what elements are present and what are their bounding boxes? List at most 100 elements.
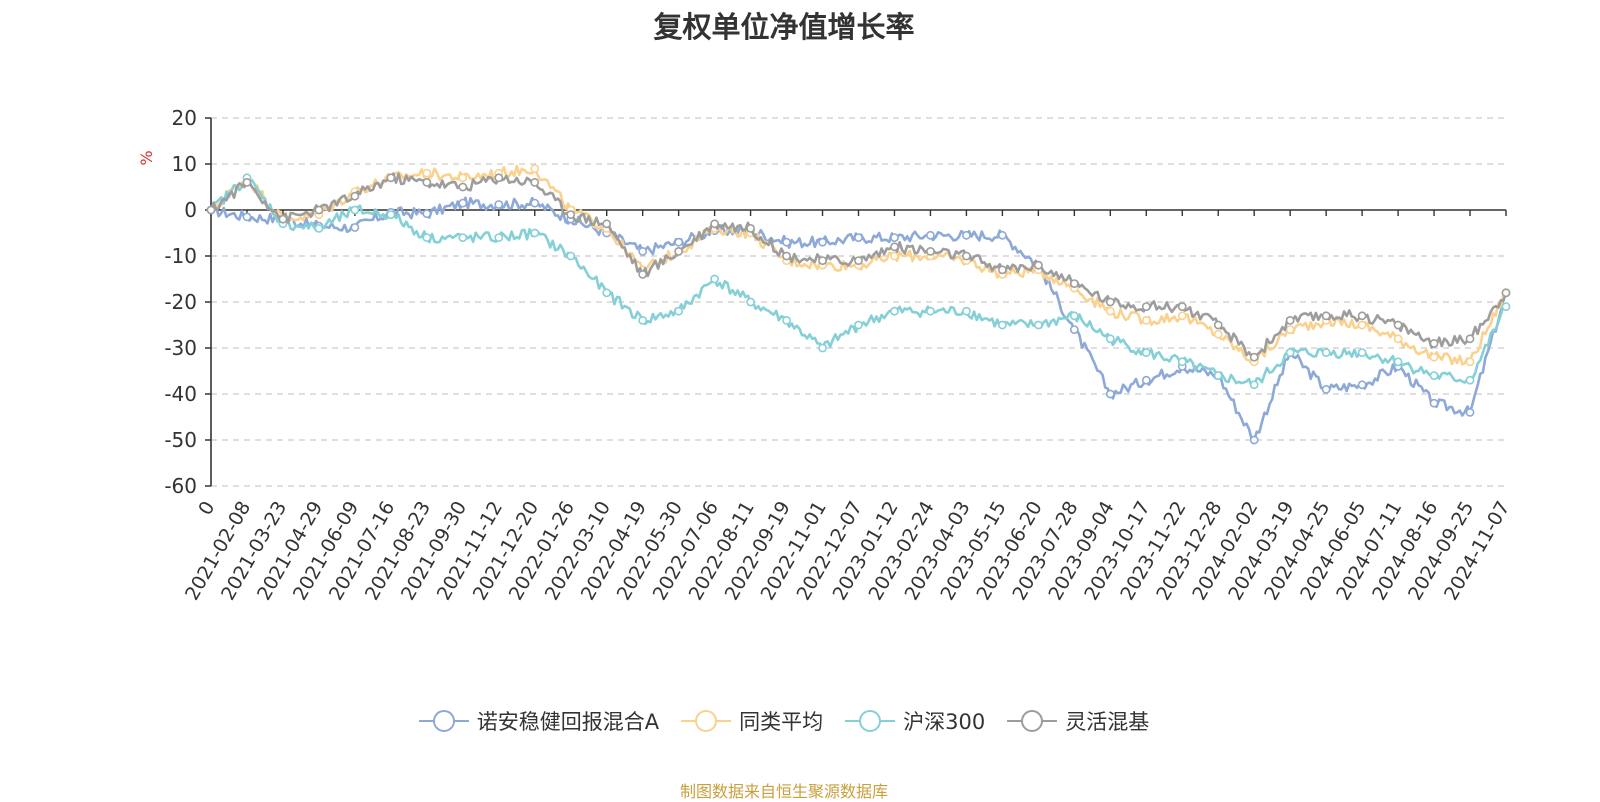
- data-point[interactable]: [890, 233, 899, 242]
- data-point[interactable]: [1465, 357, 1475, 367]
- data-point[interactable]: [494, 200, 504, 209]
- data-point[interactable]: [206, 205, 216, 215]
- data-point[interactable]: [890, 306, 899, 316]
- data-point[interactable]: [997, 265, 1007, 275]
- data-point[interactable]: [1465, 407, 1475, 417]
- data-point[interactable]: [890, 242, 899, 252]
- data-point[interactable]: [890, 251, 899, 261]
- data-point[interactable]: [926, 306, 935, 316]
- data-point[interactable]: [1177, 357, 1187, 367]
- data-point[interactable]: [782, 315, 791, 325]
- data-point[interactable]: [782, 251, 791, 261]
- data-point[interactable]: [1285, 325, 1295, 334]
- data-point[interactable]: [1141, 348, 1151, 357]
- data-point[interactable]: [746, 297, 755, 307]
- data-point[interactable]: [674, 237, 684, 247]
- data-point[interactable]: [1069, 279, 1079, 288]
- data-point[interactable]: [1285, 348, 1295, 357]
- data-point[interactable]: [782, 237, 791, 247]
- data-point[interactable]: [1249, 380, 1259, 390]
- data-point[interactable]: [1393, 320, 1403, 330]
- data-point[interactable]: [494, 173, 504, 183]
- data-point[interactable]: [746, 223, 755, 233]
- data-point[interactable]: [674, 246, 684, 256]
- data-point[interactable]: [638, 315, 648, 325]
- legend-item[interactable]: 灵活混基: [1007, 706, 1149, 736]
- data-point[interactable]: [926, 230, 935, 240]
- data-point[interactable]: [422, 233, 432, 242]
- data-point[interactable]: [1069, 325, 1079, 334]
- data-point[interactable]: [1141, 315, 1151, 325]
- data-point[interactable]: [1393, 357, 1403, 367]
- data-point[interactable]: [458, 182, 468, 192]
- data-point[interactable]: [854, 233, 863, 242]
- data-point[interactable]: [1429, 338, 1439, 348]
- data-point[interactable]: [1249, 352, 1259, 362]
- data-point[interactable]: [962, 251, 971, 261]
- data-point[interactable]: [818, 343, 827, 353]
- data-point[interactable]: [1213, 329, 1223, 339]
- data-point[interactable]: [1249, 435, 1259, 445]
- data-point[interactable]: [530, 198, 540, 208]
- data-point[interactable]: [1141, 302, 1151, 311]
- data-point[interactable]: [242, 212, 252, 222]
- data-point[interactable]: [674, 306, 684, 316]
- data-point[interactable]: [818, 237, 827, 247]
- data-point[interactable]: [1357, 348, 1367, 357]
- data-point[interactable]: [422, 168, 432, 178]
- data-point[interactable]: [962, 306, 971, 316]
- data-point[interactable]: [638, 269, 648, 279]
- data-point[interactable]: [602, 288, 612, 298]
- data-point[interactable]: [1213, 320, 1223, 330]
- data-point[interactable]: [1321, 311, 1331, 321]
- data-point[interactable]: [386, 173, 396, 183]
- data-point[interactable]: [602, 219, 612, 229]
- data-point[interactable]: [997, 230, 1007, 240]
- data-point[interactable]: [350, 205, 360, 215]
- data-point[interactable]: [1501, 288, 1511, 298]
- data-point[interactable]: [1393, 334, 1403, 344]
- data-point[interactable]: [1069, 311, 1079, 321]
- data-point[interactable]: [458, 233, 468, 242]
- data-point[interactable]: [1285, 315, 1295, 325]
- data-point[interactable]: [710, 219, 720, 229]
- data-point[interactable]: [854, 320, 863, 330]
- data-point[interactable]: [1465, 334, 1475, 344]
- legend-item[interactable]: 诺安稳健回报混合A: [418, 706, 659, 736]
- data-point[interactable]: [1177, 302, 1187, 311]
- data-point[interactable]: [1357, 311, 1367, 321]
- data-point[interactable]: [854, 256, 863, 265]
- data-point[interactable]: [926, 246, 935, 256]
- data-point[interactable]: [1357, 380, 1367, 390]
- data-point[interactable]: [1105, 306, 1115, 316]
- data-point[interactable]: [386, 210, 396, 219]
- data-point[interactable]: [1033, 260, 1043, 270]
- legend-item[interactable]: 沪深300: [845, 706, 985, 736]
- legend-item[interactable]: 同类平均: [681, 706, 823, 736]
- data-point[interactable]: [1141, 375, 1151, 385]
- data-point[interactable]: [422, 209, 432, 219]
- data-point[interactable]: [458, 198, 468, 208]
- data-point[interactable]: [1429, 398, 1439, 408]
- data-point[interactable]: [314, 223, 324, 233]
- data-point[interactable]: [566, 251, 576, 261]
- data-point[interactable]: [1321, 348, 1331, 357]
- data-point[interactable]: [350, 223, 360, 232]
- data-point[interactable]: [566, 210, 576, 219]
- data-point[interactable]: [494, 233, 504, 242]
- data-point[interactable]: [350, 191, 360, 201]
- data-point[interactable]: [242, 177, 252, 187]
- data-point[interactable]: [1033, 320, 1043, 330]
- data-point[interactable]: [638, 246, 648, 256]
- data-point[interactable]: [1429, 371, 1439, 380]
- data-point[interactable]: [530, 228, 540, 238]
- data-point[interactable]: [1429, 352, 1439, 362]
- data-point[interactable]: [1105, 334, 1115, 344]
- data-point[interactable]: [818, 256, 827, 265]
- data-point[interactable]: [1501, 302, 1511, 311]
- data-point[interactable]: [710, 274, 720, 284]
- data-point[interactable]: [1321, 384, 1331, 394]
- data-point[interactable]: [458, 173, 468, 183]
- data-point[interactable]: [1105, 389, 1115, 399]
- data-point[interactable]: [530, 164, 540, 173]
